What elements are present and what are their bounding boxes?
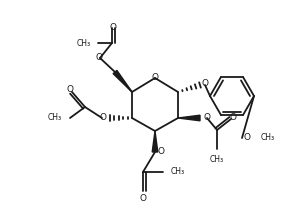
Text: CH₃: CH₃ — [210, 155, 224, 164]
Text: O: O — [96, 54, 103, 62]
Text: O: O — [139, 194, 147, 203]
Text: CH₃: CH₃ — [261, 134, 275, 143]
Text: O: O — [157, 148, 164, 157]
Text: CH₃: CH₃ — [77, 38, 91, 47]
Text: CH₃: CH₃ — [171, 167, 185, 176]
Text: CH₃: CH₃ — [48, 113, 62, 122]
Polygon shape — [152, 131, 158, 152]
Text: O: O — [243, 134, 251, 143]
Text: O: O — [151, 73, 158, 82]
Text: O: O — [109, 23, 117, 33]
Text: O: O — [202, 79, 209, 88]
Text: O: O — [67, 85, 73, 94]
Text: O: O — [230, 112, 236, 121]
Polygon shape — [113, 70, 132, 92]
Polygon shape — [178, 115, 200, 121]
Text: O: O — [203, 113, 210, 122]
Text: O: O — [99, 113, 106, 122]
